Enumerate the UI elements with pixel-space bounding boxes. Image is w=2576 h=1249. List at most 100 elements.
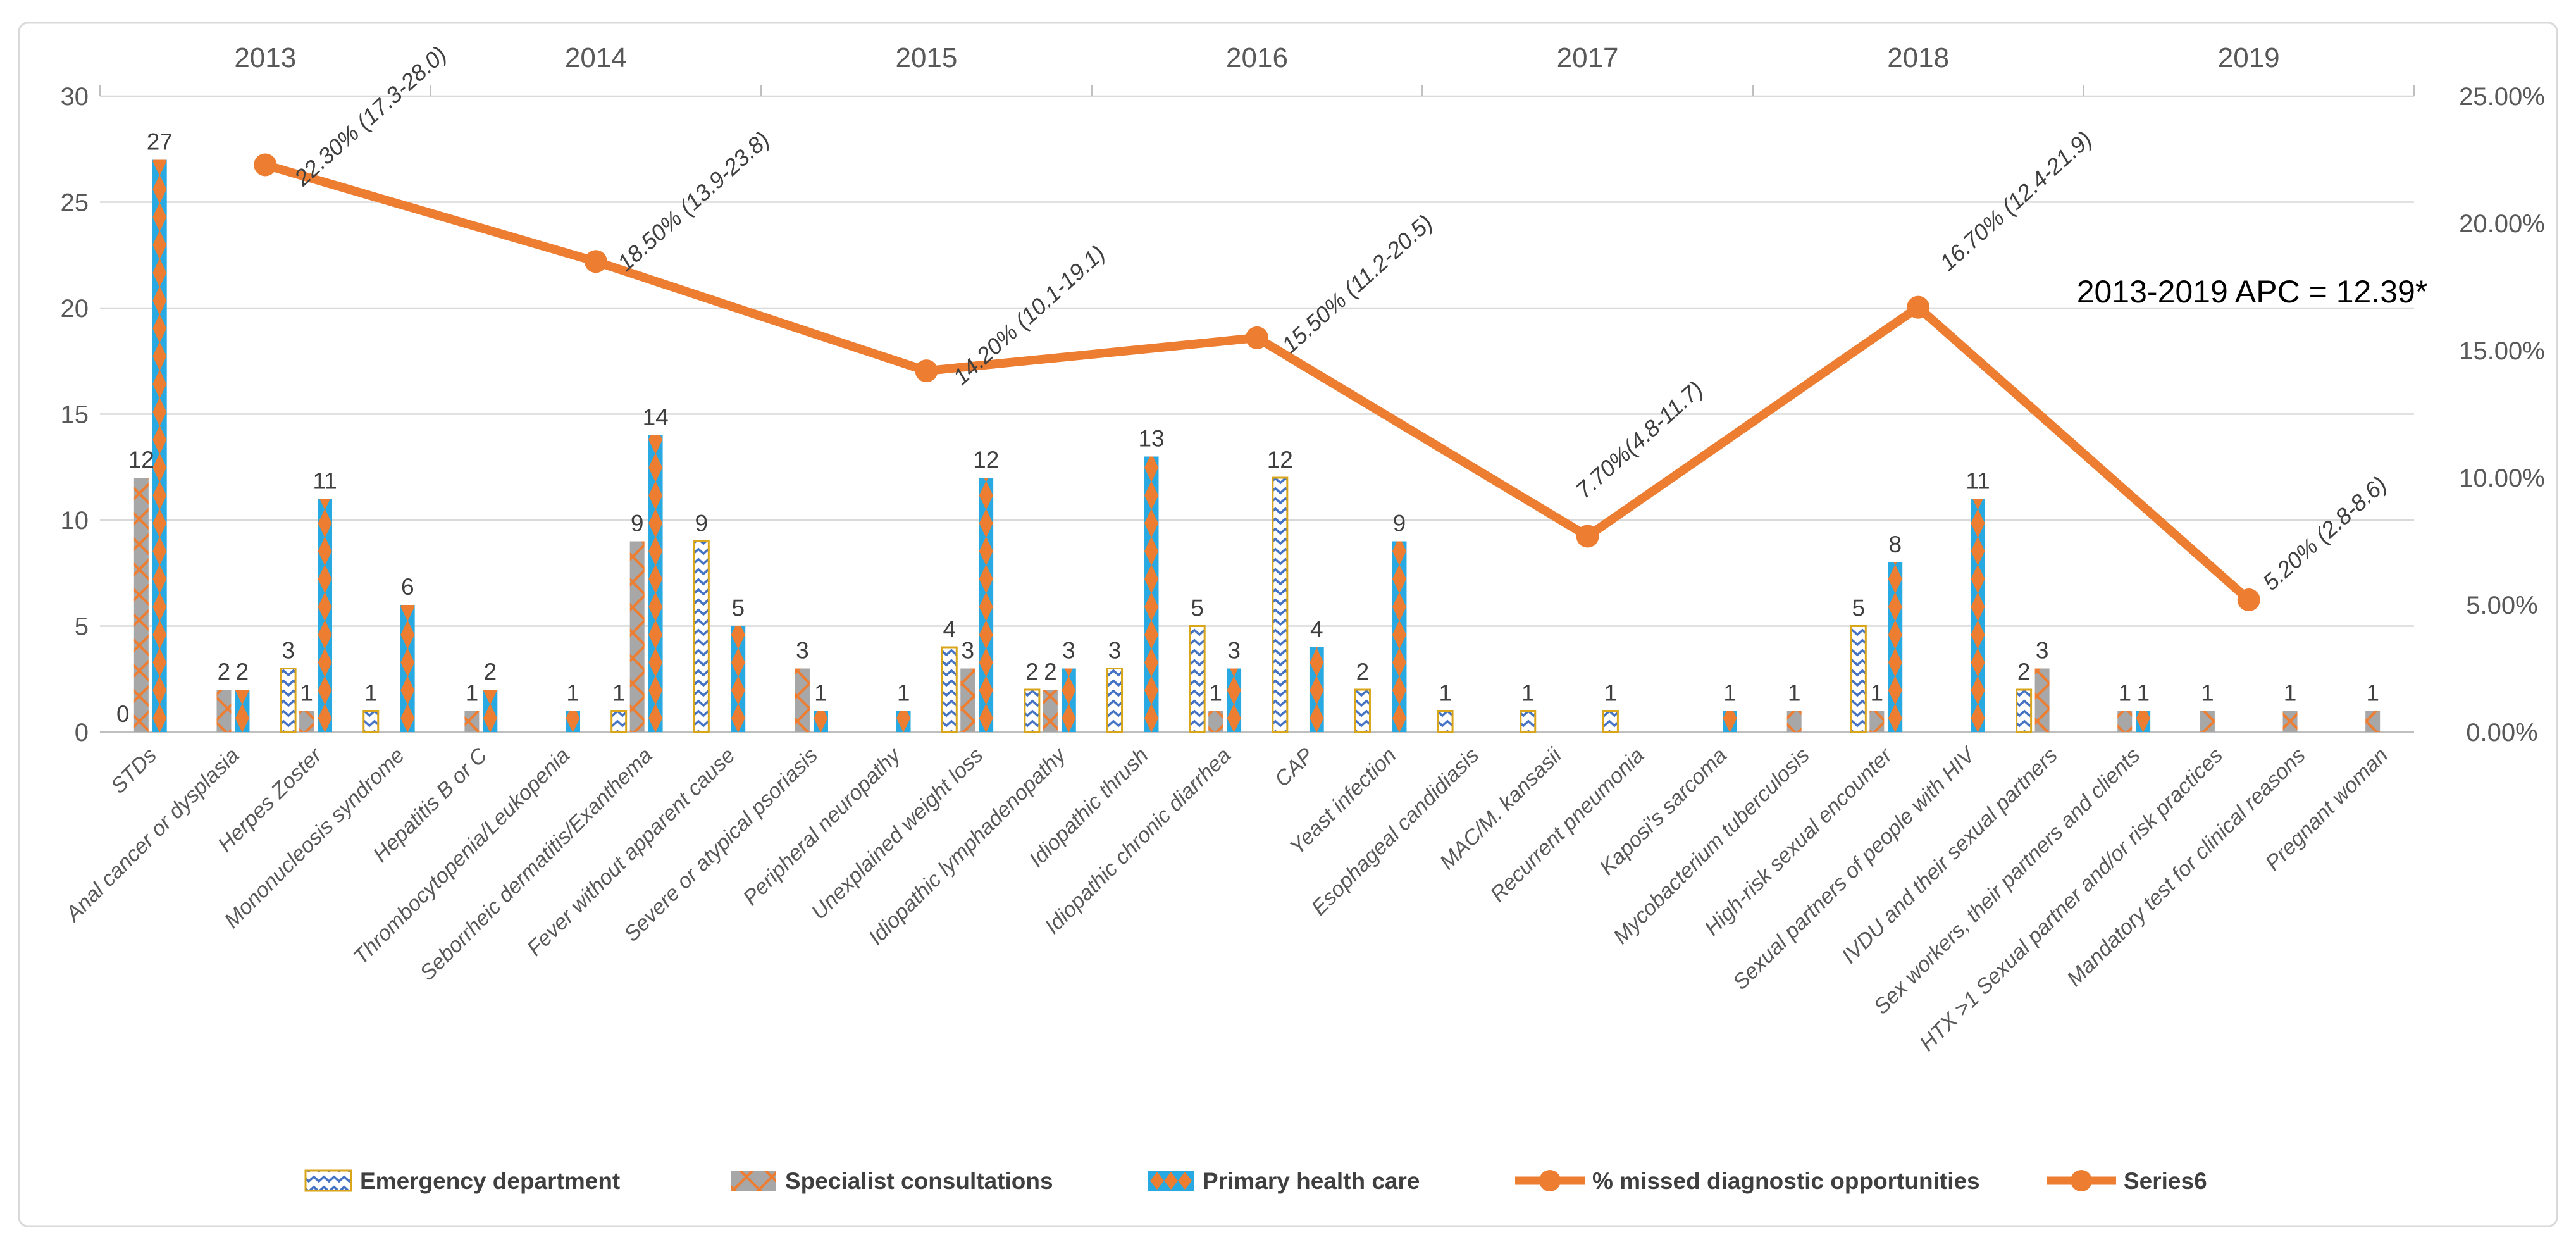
phc-diamonds bbox=[1310, 647, 1324, 732]
phc-diamond-group bbox=[1061, 668, 1076, 732]
bar-value-label: 1 bbox=[2284, 680, 2297, 706]
legend-layer: Emergency department Specialist consultat… bbox=[304, 1168, 2207, 1194]
bar-value-label: 3 bbox=[1108, 638, 1122, 664]
phc-diamonds bbox=[1227, 668, 1241, 732]
bar-value-label: 1 bbox=[1209, 680, 1222, 706]
bar-value-label: 1 bbox=[1788, 680, 1801, 706]
bar-specialist-consultations bbox=[216, 690, 232, 732]
bar-specialist-consultations bbox=[133, 478, 149, 732]
phc-diamond-group bbox=[813, 711, 828, 732]
bar-value-label: 2 bbox=[236, 659, 249, 685]
left-axis-tick-label: 10 bbox=[61, 507, 89, 535]
bar-value-label: 2 bbox=[1025, 659, 1039, 685]
year-label: 2014 bbox=[565, 42, 627, 73]
left-axis-tick-label: 15 bbox=[61, 401, 89, 429]
bar-series-layer bbox=[133, 159, 2381, 733]
bar-value-label: 1 bbox=[897, 680, 910, 706]
year-label: 2016 bbox=[1226, 42, 1288, 73]
phc-diamond-group bbox=[1970, 499, 1985, 732]
bar-emergency-department bbox=[1106, 668, 1124, 733]
left-axis-tick-label: 20 bbox=[61, 295, 89, 323]
bar-value-label: 1 bbox=[1604, 680, 1618, 706]
phc-diamond-group bbox=[2136, 711, 2151, 732]
bar-specialist-consultations bbox=[2117, 711, 2133, 732]
phc-diamond-group bbox=[566, 711, 581, 732]
legend-swatch-emergency-department bbox=[304, 1169, 352, 1192]
bar-value-label: 1 bbox=[1521, 680, 1535, 706]
year-label: 2018 bbox=[1887, 42, 1949, 73]
bar-value-label: 1 bbox=[566, 680, 579, 706]
bar-emergency-department bbox=[1272, 476, 1289, 733]
annotation-layer: 2013-2019 APC = 12.39* bbox=[2077, 274, 2428, 309]
bar-value-label: 1 bbox=[300, 680, 313, 706]
bar-specialist-consultations bbox=[1869, 711, 1885, 732]
bar-specialist-consultations bbox=[795, 668, 810, 732]
phc-diamond-group bbox=[400, 605, 415, 732]
left-axis-tick-label: 5 bbox=[75, 613, 89, 641]
phc-diamond-group bbox=[235, 690, 250, 732]
bar-value-label: 3 bbox=[961, 638, 974, 664]
bar-value-label: 2 bbox=[2017, 659, 2031, 685]
phc-diamonds bbox=[896, 711, 911, 732]
phc-diamond-group bbox=[1227, 668, 1242, 732]
legend-label-missed-diagnostic-opportunities: % missed diagnostic opportunities bbox=[1592, 1168, 1980, 1194]
right-axis-tick-label: 15.00% bbox=[2459, 337, 2545, 365]
phc-diamonds bbox=[979, 478, 993, 732]
right-axis-tick-label: 0.00% bbox=[2466, 719, 2537, 747]
bar-specialist-consultations bbox=[1208, 711, 1223, 732]
phc-diamonds bbox=[483, 690, 497, 732]
legend-item-series6: Series6 bbox=[2047, 1168, 2207, 1194]
phc-diamonds bbox=[1971, 499, 1985, 732]
bar-specialist-consultations bbox=[1786, 711, 1802, 732]
left-axis-tick-label: 30 bbox=[61, 83, 89, 111]
bar-emergency-department bbox=[1520, 710, 1537, 733]
phc-diamonds bbox=[814, 711, 828, 732]
phc-diamond-group bbox=[152, 159, 167, 732]
apc-annotation: 2013-2019 APC = 12.39* bbox=[2077, 274, 2428, 309]
bar-value-label: 1 bbox=[1439, 680, 1452, 706]
bar-emergency-department bbox=[610, 710, 628, 733]
phc-diamonds bbox=[1888, 562, 1902, 732]
legend-line-marker bbox=[1539, 1170, 1561, 1191]
phc-diamond-group bbox=[1309, 647, 1324, 732]
bar-value-label: 1 bbox=[2118, 680, 2131, 706]
bar-emergency-department bbox=[1602, 710, 1619, 733]
bar-emergency-department bbox=[693, 540, 710, 733]
bar-value-label: 3 bbox=[1062, 638, 1075, 664]
bar-specialist-consultations bbox=[299, 711, 314, 732]
bar-value-label: 9 bbox=[1393, 511, 1406, 537]
bar-emergency-department bbox=[1354, 688, 1371, 733]
year-label: 2013 bbox=[234, 42, 296, 73]
line-point-marker bbox=[915, 359, 938, 383]
bar-value-label: 14 bbox=[643, 404, 669, 430]
line-point-marker bbox=[2237, 588, 2260, 611]
bar-value-label: 4 bbox=[1310, 616, 1323, 642]
right-axis-tick-label: 5.00% bbox=[2466, 592, 2537, 619]
phc-diamonds bbox=[400, 605, 415, 732]
bar-value-label: 9 bbox=[695, 511, 709, 537]
bar-value-label: 1 bbox=[1723, 680, 1737, 706]
bar-value-label: 1 bbox=[612, 680, 626, 706]
bar-specialist-consultations bbox=[2034, 668, 2050, 732]
bar-value-label: 27 bbox=[147, 129, 173, 155]
phc-diamond-group bbox=[731, 626, 746, 732]
bar-emergency-department bbox=[941, 646, 958, 733]
right-axis-tick-label: 20.00% bbox=[2459, 210, 2545, 238]
bar-specialist-consultations bbox=[2365, 711, 2381, 732]
bar-value-label: 4 bbox=[943, 616, 956, 642]
legend-line-marker bbox=[2071, 1170, 2092, 1191]
phc-diamonds bbox=[1062, 668, 1076, 732]
bar-value-label: 1 bbox=[1871, 680, 1884, 706]
phc-diamond-group bbox=[1392, 541, 1407, 732]
phc-diamond-group bbox=[483, 690, 498, 732]
phc-diamonds bbox=[648, 435, 663, 732]
bar-value-label: 11 bbox=[313, 468, 337, 494]
bar-emergency-department bbox=[1024, 688, 1041, 733]
year-label: 2017 bbox=[1557, 42, 1619, 73]
bar-value-label: 11 bbox=[1966, 468, 1990, 494]
bar-value-label: 9 bbox=[631, 511, 644, 537]
bar-value-label: 1 bbox=[2366, 680, 2379, 706]
legend-label-series6: Series6 bbox=[2124, 1168, 2207, 1194]
phc-diamond-group bbox=[896, 711, 911, 732]
